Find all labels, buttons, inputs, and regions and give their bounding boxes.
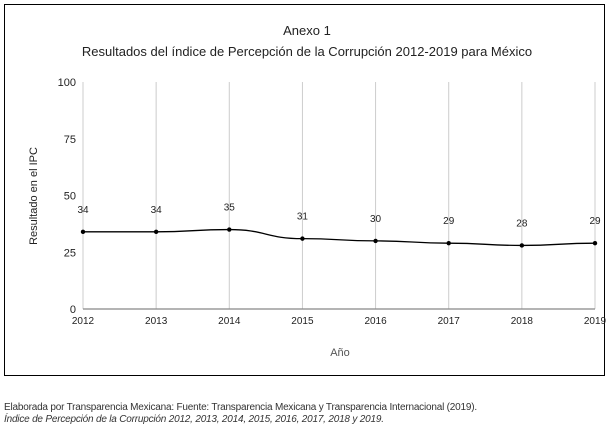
x-tick-label: 2015 [291, 316, 314, 327]
x-tick-label: 2014 [218, 316, 241, 327]
x-tick-label: 2012 [72, 316, 95, 327]
caption-source: Elaborada por Transparencia Mexicana: Fu… [4, 402, 477, 413]
x-axis-label: Año [330, 347, 350, 359]
y-tick-label: 100 [58, 77, 76, 89]
x-tick-label: 2019 [584, 316, 607, 327]
data-label: 34 [77, 205, 89, 216]
data-point [373, 238, 378, 244]
data-label: 28 [516, 218, 528, 229]
data-label: 29 [443, 216, 455, 227]
data-point [519, 243, 525, 248]
data-label: 31 [297, 212, 309, 223]
data-point [227, 227, 232, 232]
data-point [446, 240, 451, 246]
x-tick-label: 2018 [511, 316, 534, 327]
x-tick-label: 2017 [438, 316, 461, 327]
data-label: 29 [589, 216, 601, 227]
data-point [592, 240, 598, 246]
chart-frame [4, 4, 605, 376]
y-axis-label: Resultado en el IPC [28, 147, 40, 245]
y-tick-label: 0 [70, 304, 76, 316]
data-point [153, 229, 159, 235]
series-line [83, 228, 596, 247]
y-tick-label: 25 [64, 247, 76, 259]
data-label: 34 [151, 205, 163, 216]
data-point [80, 229, 86, 235]
data-point [300, 236, 305, 241]
data-label: 35 [224, 203, 236, 214]
x-tick-label: 2016 [364, 316, 387, 327]
data-label: 30 [370, 214, 382, 225]
chart-title: Anexo 1 [283, 23, 331, 38]
y-tick-label: 50 [64, 191, 76, 203]
caption-title: Índice de Percepción de la Corrupción 20… [4, 414, 384, 425]
chart-subtitle: Resultados del índice de Percepción de l… [81, 44, 533, 59]
y-tick-label: 75 [64, 134, 76, 146]
x-tick-label: 2013 [145, 316, 168, 327]
